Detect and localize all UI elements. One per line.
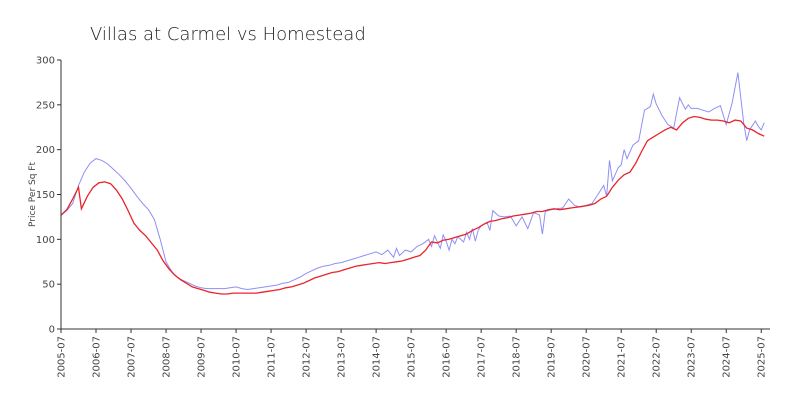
y-tick-label: 100 <box>36 235 55 246</box>
y-axis-label: Price Per Sq Ft <box>28 162 38 227</box>
y-tick-label: 300 <box>36 56 55 67</box>
x-tick-label: 2020-07 <box>582 336 593 378</box>
series-line-2 <box>60 115 765 295</box>
x-tick-label: 2014-07 <box>372 336 383 378</box>
x-tick-label: 2016-07 <box>442 336 453 378</box>
x-tick-label: 2017-07 <box>477 336 488 378</box>
axes: 0 50 100 150 200 250 300 2005-07 2006-07 2007-07 2… <box>36 56 770 378</box>
series-line-1 <box>60 72 765 291</box>
x-tick-label: 2015-07 <box>407 336 418 378</box>
x-tick-label: 2019-07 <box>547 336 558 378</box>
plot-area <box>60 72 765 295</box>
x-tick-label: 2013-07 <box>337 336 348 378</box>
x-tick-label: 2010-07 <box>232 336 243 378</box>
y-tick-label: 0 <box>49 325 55 336</box>
x-tick-label: 2024-07 <box>722 336 733 378</box>
y-tick-label: 250 <box>36 100 55 111</box>
x-tick-label: 2022-07 <box>652 336 663 378</box>
y-tick-label: 200 <box>36 145 55 156</box>
x-tick-label: 2006-07 <box>92 336 103 378</box>
x-tick-label: 2008-07 <box>162 336 173 378</box>
y-tick-label: 150 <box>36 190 55 201</box>
x-tick-label: 2021-07 <box>617 336 628 378</box>
x-tick-label: 2012-07 <box>302 336 313 378</box>
x-tick-label: 2018-07 <box>512 336 523 378</box>
x-tick-label: 2009-07 <box>197 336 208 378</box>
x-tick-label: 2007-07 <box>127 336 138 378</box>
x-tick-label: 2025-07 <box>757 336 768 378</box>
x-tick-label: 2005-07 <box>57 336 68 378</box>
x-tick-label: 2023-07 <box>687 336 698 378</box>
y-tick-label: 50 <box>42 280 55 291</box>
x-tick-label: 2011-07 <box>267 336 278 378</box>
chart-title: Villas at Carmel vs Homestead <box>90 24 366 45</box>
